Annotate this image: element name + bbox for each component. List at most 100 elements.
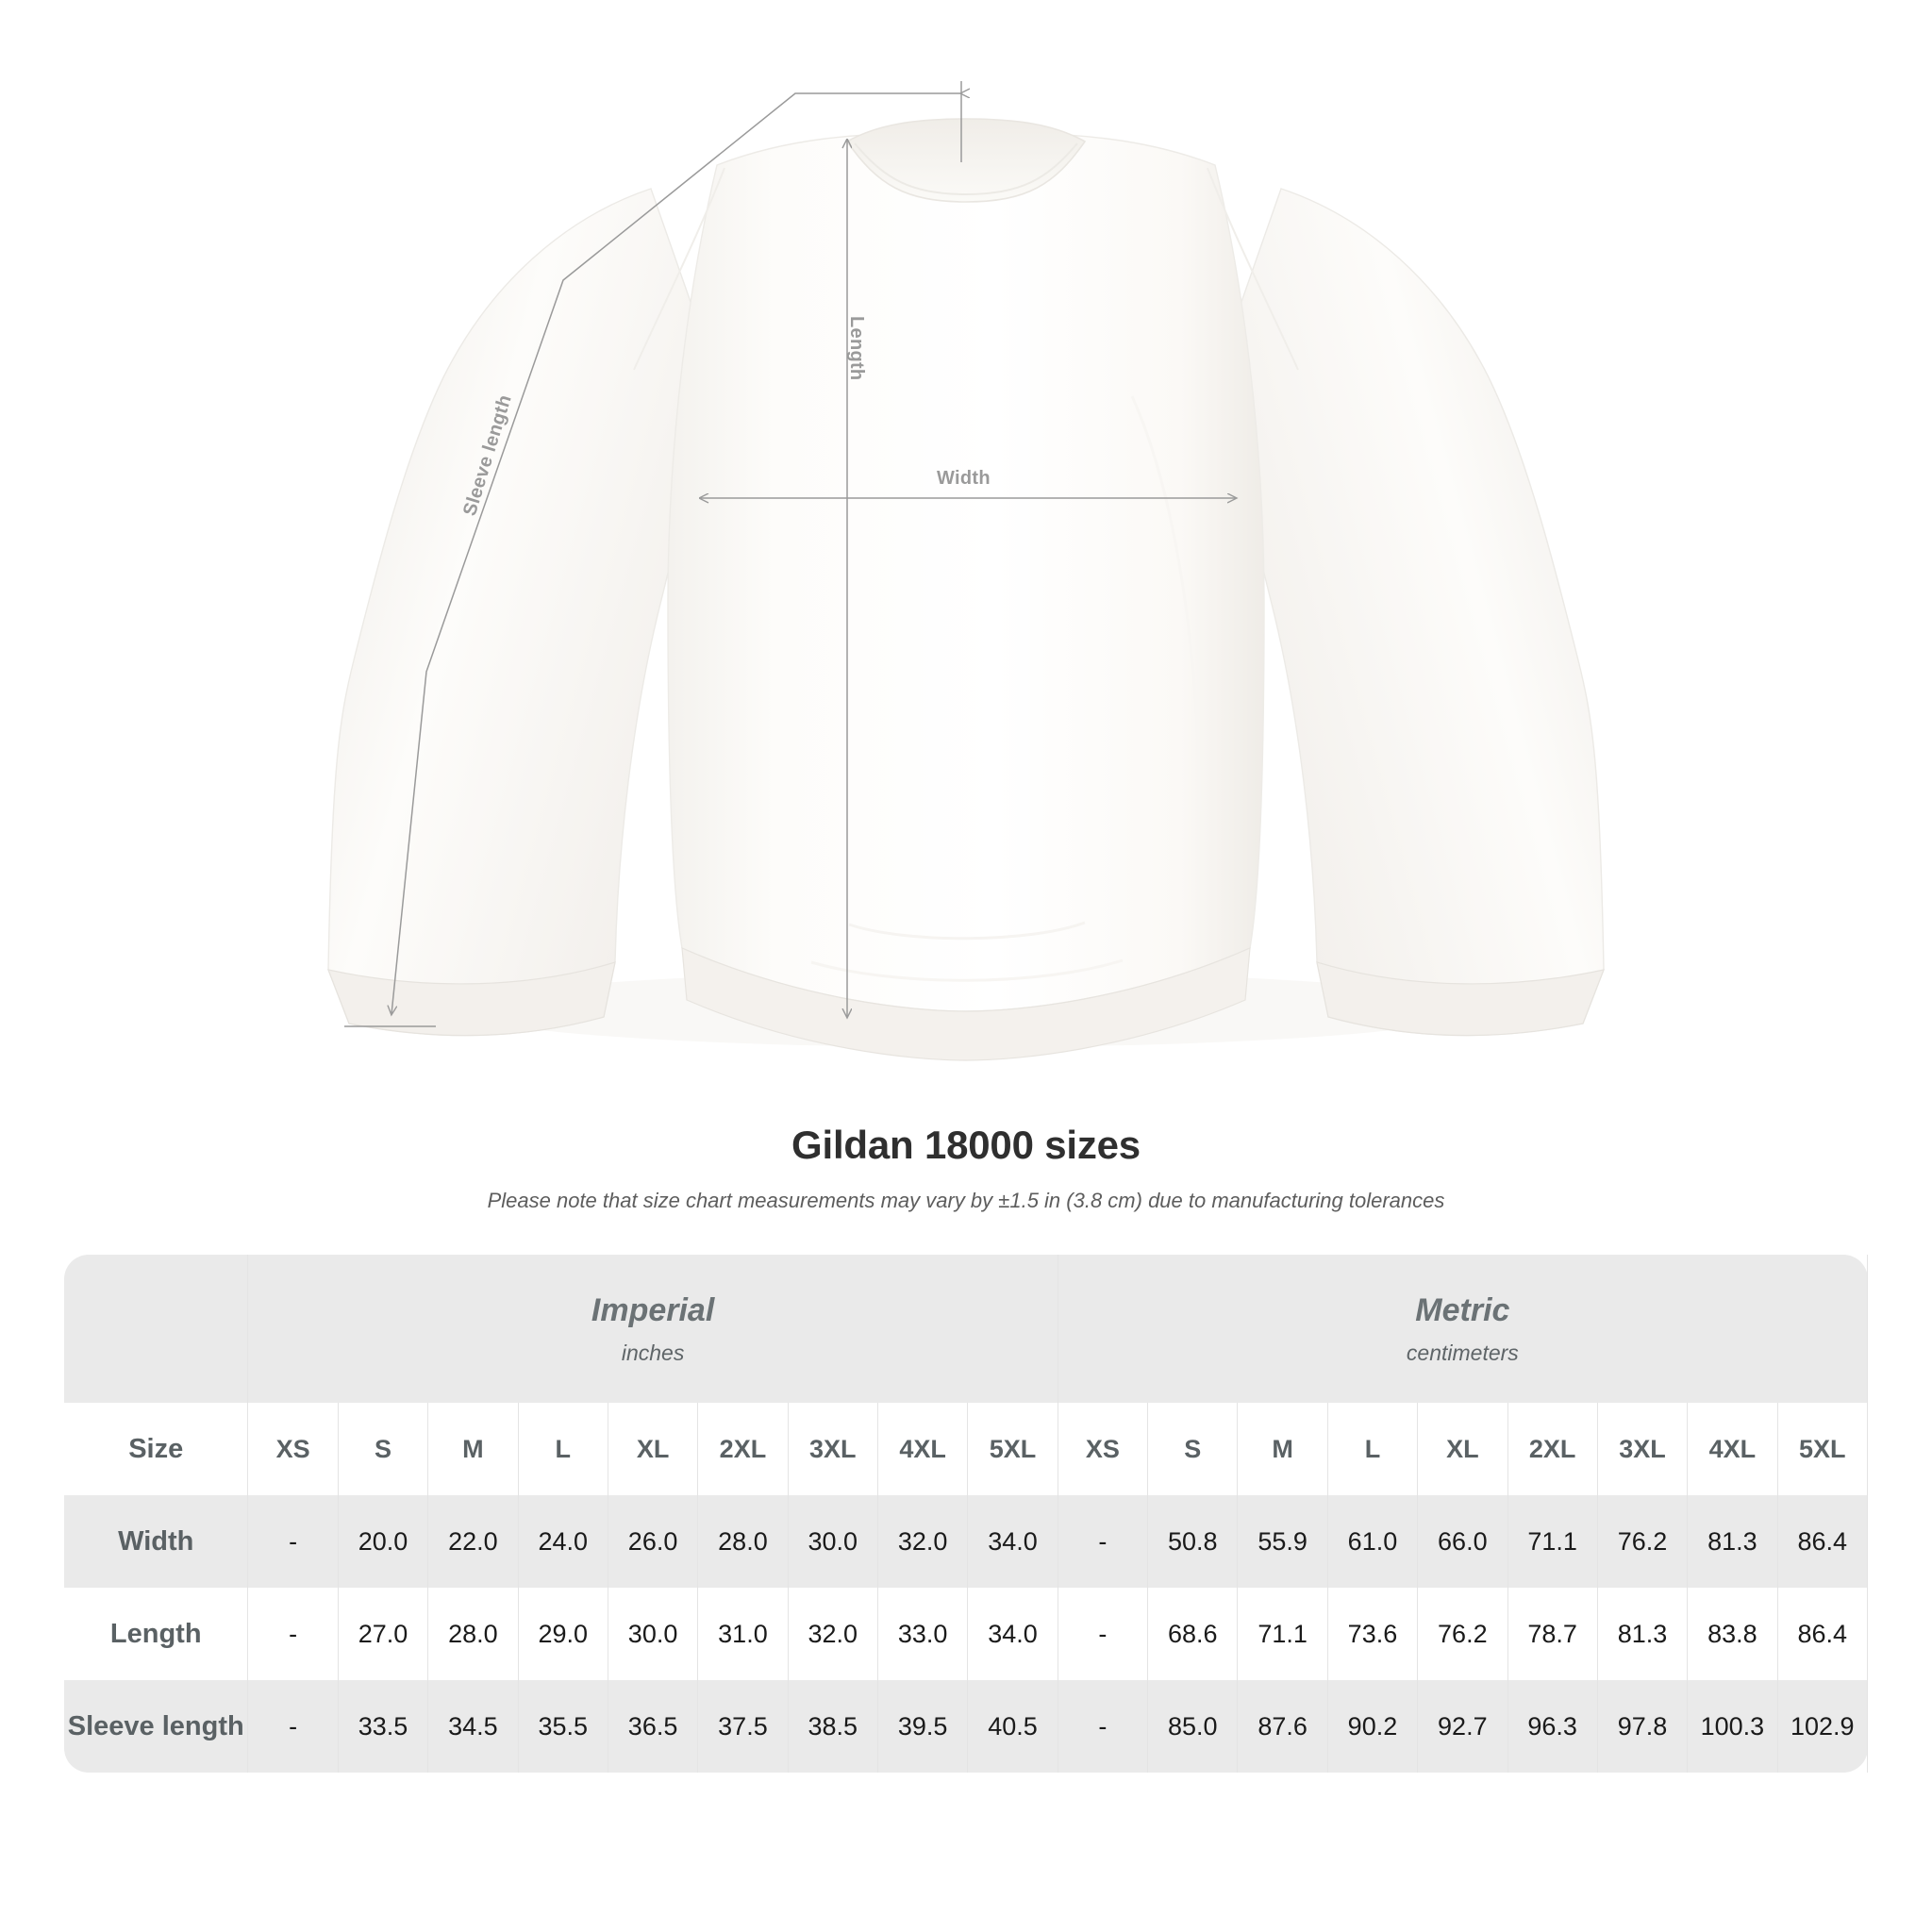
size-header-cell: 2XL: [1507, 1403, 1598, 1495]
measurement-cell: 96.3: [1507, 1680, 1598, 1773]
measurement-cell: 29.0: [518, 1588, 608, 1680]
measurement-cell: 31.0: [697, 1588, 789, 1680]
measurement-cell: 26.0: [608, 1495, 699, 1588]
size-header-cell: XS: [1057, 1403, 1149, 1495]
body-panel: [667, 131, 1265, 1012]
size-chart-table: Imperial inches Metric centimeters Size XS S M L…: [64, 1255, 1869, 1773]
measurement-cell: -: [247, 1495, 339, 1588]
measurement-cell: 73.6: [1327, 1588, 1419, 1680]
measurement-cell: 71.1: [1507, 1495, 1598, 1588]
size-header-cell: M: [427, 1403, 519, 1495]
measurement-cell: 76.2: [1417, 1588, 1508, 1680]
fabric-fold: [1130, 395, 1202, 812]
garment-illustration: Length Width Sleeve length: [327, 81, 1605, 1061]
size-header-cell: L: [1327, 1403, 1419, 1495]
measurement-cell: 34.0: [967, 1588, 1058, 1680]
measurement-cell: 86.4: [1777, 1588, 1869, 1680]
measurement-cell: 66.0: [1417, 1495, 1508, 1588]
measurement-cell: 34.0: [967, 1495, 1058, 1588]
size-header-cell: 4XL: [877, 1403, 969, 1495]
measurement-cell: -: [1057, 1495, 1149, 1588]
size-header-cell: 5XL: [967, 1403, 1058, 1495]
measurement-cell: 83.8: [1687, 1588, 1778, 1680]
measurement-cell: 36.5: [608, 1680, 699, 1773]
measurement-cell: 22.0: [427, 1495, 519, 1588]
measurement-cell: 81.3: [1597, 1588, 1689, 1680]
measurement-cell: 97.8: [1597, 1680, 1689, 1773]
size-header-cell: 3XL: [1597, 1403, 1689, 1495]
unit-header-metric: Metric centimeters: [1058, 1255, 1869, 1403]
measurement-cell: 92.7: [1417, 1680, 1508, 1773]
unit-header-imperial: Imperial inches: [247, 1255, 1058, 1403]
unit-header-row: Imperial inches Metric centimeters: [64, 1255, 1869, 1403]
size-header-row: Size XS S M L XL 2XL 3XL 4XL 5XL XS S M L XL 2XL 3XL 4XL 5…: [64, 1403, 1869, 1495]
measurement-cell: 38.5: [788, 1680, 878, 1773]
unit-name: Metric: [1415, 1291, 1510, 1328]
measurement-cell: 30.0: [788, 1495, 878, 1588]
right-shoulder-seam: [1207, 167, 1299, 371]
size-header-cell: S: [338, 1403, 429, 1495]
page-title: Gildan 18000 sizes: [791, 1123, 1141, 1167]
size-header-cell: 2XL: [697, 1403, 789, 1495]
sweatshirt-drawing: [327, 81, 1605, 1061]
measurement-cell: 102.9: [1777, 1680, 1869, 1773]
measurement-cell: 30.0: [608, 1588, 699, 1680]
chart-heading: Gildan 18000 sizes Please note that size…: [0, 1123, 1932, 1213]
width-label: Width: [937, 468, 991, 489]
size-chart-table-wrapper: Imperial inches Metric centimeters Size XS S M L…: [64, 1255, 1869, 1773]
measurement-cell: 28.0: [427, 1588, 519, 1680]
measurement-cell: 100.3: [1687, 1680, 1778, 1773]
size-header-label: Size: [64, 1403, 249, 1495]
size-header-cell: XS: [247, 1403, 339, 1495]
measurement-cell: 28.0: [697, 1495, 789, 1588]
measurement-cell: 39.5: [877, 1680, 969, 1773]
size-header-cell: 3XL: [788, 1403, 878, 1495]
measurement-cell: 85.0: [1147, 1680, 1239, 1773]
size-header-cell: L: [518, 1403, 608, 1495]
unit-header-spacer: [64, 1255, 249, 1403]
size-header-cell: S: [1147, 1403, 1239, 1495]
unit-name: Imperial: [591, 1291, 715, 1328]
table-row: Sleeve length -33.5 34.5 35.5 36.5 37.5 38.5 39…: [64, 1680, 1869, 1773]
measurement-cell: 61.0: [1327, 1495, 1419, 1588]
measurement-cell: 27.0: [338, 1588, 429, 1680]
measurement-cell: 37.5: [697, 1680, 789, 1773]
measurement-cell: 33.5: [338, 1680, 429, 1773]
size-header-cell: 4XL: [1687, 1403, 1778, 1495]
measurement-cell: 33.0: [877, 1588, 969, 1680]
measurement-cell: 50.8: [1147, 1495, 1239, 1588]
size-header-cell: XL: [1417, 1403, 1508, 1495]
measurement-cell: 90.2: [1327, 1680, 1419, 1773]
measurement-cell: 24.0: [518, 1495, 608, 1588]
measurement-cell: 76.2: [1597, 1495, 1689, 1588]
measurement-cell: 34.5: [427, 1680, 519, 1773]
measurement-cell: 32.0: [788, 1588, 878, 1680]
measurement-cell: 86.4: [1777, 1495, 1869, 1588]
sleeve-length-measure-arrow: [391, 93, 961, 1014]
measurement-cell: 81.3: [1687, 1495, 1778, 1588]
tolerance-note: Please note that size chart measurements…: [487, 1189, 1445, 1212]
measurement-cell: 87.6: [1237, 1680, 1328, 1773]
table-row: Width -20.0 22.0 24.0 26.0 28.0 30.0 32.0 34.0-5…: [64, 1495, 1869, 1588]
size-header-cell: XL: [608, 1403, 699, 1495]
measurement-cell: 32.0: [877, 1495, 969, 1588]
size-header-cell: M: [1237, 1403, 1328, 1495]
length-label: Length: [846, 316, 867, 381]
measurement-cell: 40.5: [967, 1680, 1058, 1773]
row-label-width: Width: [64, 1495, 249, 1588]
row-label-sleeve-length: Sleeve length: [64, 1680, 249, 1773]
row-label-length: Length: [64, 1588, 249, 1680]
measurement-cell: -: [247, 1588, 339, 1680]
unit-subtitle: inches: [621, 1340, 685, 1365]
size-header-cell: 5XL: [1777, 1403, 1869, 1495]
measurement-cell: -: [247, 1680, 339, 1773]
measurement-cell: 71.1: [1237, 1588, 1328, 1680]
right-cuff: [1316, 961, 1605, 1037]
unit-subtitle: centimeters: [1406, 1340, 1519, 1365]
measurement-cell: 55.9: [1237, 1495, 1328, 1588]
measurement-cell: -: [1057, 1680, 1149, 1773]
measurement-cell: -: [1057, 1588, 1149, 1680]
measurement-cell: 20.0: [338, 1495, 429, 1588]
measurement-cell: 78.7: [1507, 1588, 1598, 1680]
table-row: Length -27.0 28.0 29.0 30.0 31.0 32.0 33.0 34.0-…: [64, 1588, 1869, 1680]
